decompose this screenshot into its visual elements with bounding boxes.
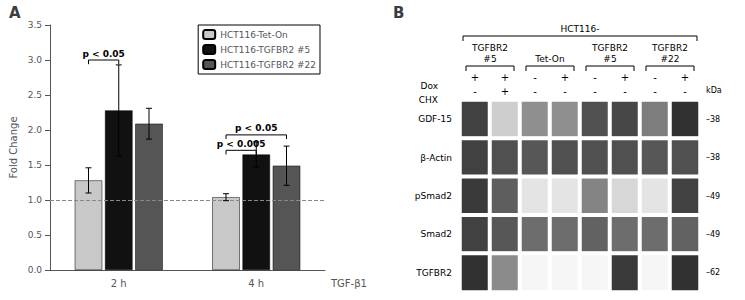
svg-text:4 h: 4 h: [248, 278, 264, 289]
svg-text:TGF-β1: TGF-β1: [330, 278, 367, 289]
svg-text:3.0: 3.0: [28, 55, 43, 65]
svg-text:+: +: [471, 72, 479, 83]
svg-text:-: -: [683, 86, 687, 97]
svg-text:TGFBR2: TGFBR2: [591, 43, 628, 53]
svg-text:kDa: kDa: [706, 86, 722, 95]
svg-text:-: -: [533, 72, 537, 83]
svg-text:+: +: [681, 72, 689, 83]
svg-text:pSmad2: pSmad2: [415, 191, 452, 201]
svg-text:TGFBR2: TGFBR2: [415, 268, 452, 278]
svg-text:TGFBR2: TGFBR2: [651, 43, 688, 53]
svg-text:p < 0.05: p < 0.05: [82, 49, 124, 59]
svg-text:-: -: [623, 86, 627, 97]
svg-text:-: -: [533, 86, 537, 97]
svg-text:–38: –38: [706, 153, 720, 162]
svg-text:Fold Change: Fold Change: [8, 116, 19, 178]
svg-text:TGFBR2: TGFBR2: [471, 43, 508, 53]
svg-text:–49: –49: [706, 230, 720, 239]
svg-text:-: -: [593, 86, 597, 97]
svg-text:#5: #5: [603, 54, 616, 64]
svg-text:+: +: [501, 72, 509, 83]
svg-text:0.5: 0.5: [28, 230, 42, 240]
svg-text:Smad2: Smad2: [421, 229, 452, 239]
svg-text:+: +: [501, 86, 509, 97]
svg-text:–49: –49: [706, 192, 720, 201]
svg-text:Dox: Dox: [421, 81, 439, 91]
svg-text:p < 0.005: p < 0.005: [217, 139, 266, 149]
svg-text:–38: –38: [706, 115, 720, 124]
svg-text:3.5: 3.5: [28, 20, 42, 30]
svg-text:0.0: 0.0: [28, 265, 43, 275]
svg-text:HCT116-TGFBR2 #22: HCT116-TGFBR2 #22: [220, 60, 316, 70]
svg-text:-: -: [593, 72, 597, 83]
svg-text:B: B: [393, 4, 404, 22]
svg-text:1.0: 1.0: [28, 195, 43, 205]
svg-text:GDF-15: GDF-15: [418, 114, 452, 124]
svg-text:-: -: [653, 72, 657, 83]
svg-text:–62: –62: [706, 268, 720, 277]
svg-text:+: +: [621, 72, 629, 83]
svg-text:-: -: [473, 86, 477, 97]
svg-text:2 h: 2 h: [111, 278, 127, 289]
svg-text:#22: #22: [661, 54, 680, 64]
svg-text:β-Actin: β-Actin: [420, 153, 452, 163]
svg-text:-: -: [563, 86, 567, 97]
svg-text:A: A: [9, 4, 21, 22]
svg-text:2.0: 2.0: [28, 125, 43, 135]
svg-text:HCT116-Tet-On: HCT116-Tet-On: [220, 30, 287, 40]
svg-text:2.5: 2.5: [28, 90, 42, 100]
svg-text:HCT116-TGFBR2 #5: HCT116-TGFBR2 #5: [220, 45, 310, 55]
svg-text:HCT116-: HCT116-: [561, 24, 600, 34]
svg-text:-: -: [653, 86, 657, 97]
svg-text:p < 0.05: p < 0.05: [235, 123, 277, 133]
svg-text:1.5: 1.5: [28, 160, 42, 170]
svg-text:#5: #5: [483, 54, 496, 64]
svg-text:CHX: CHX: [419, 95, 438, 105]
svg-text:+: +: [561, 72, 569, 83]
svg-text:Tet-On: Tet-On: [534, 54, 564, 64]
